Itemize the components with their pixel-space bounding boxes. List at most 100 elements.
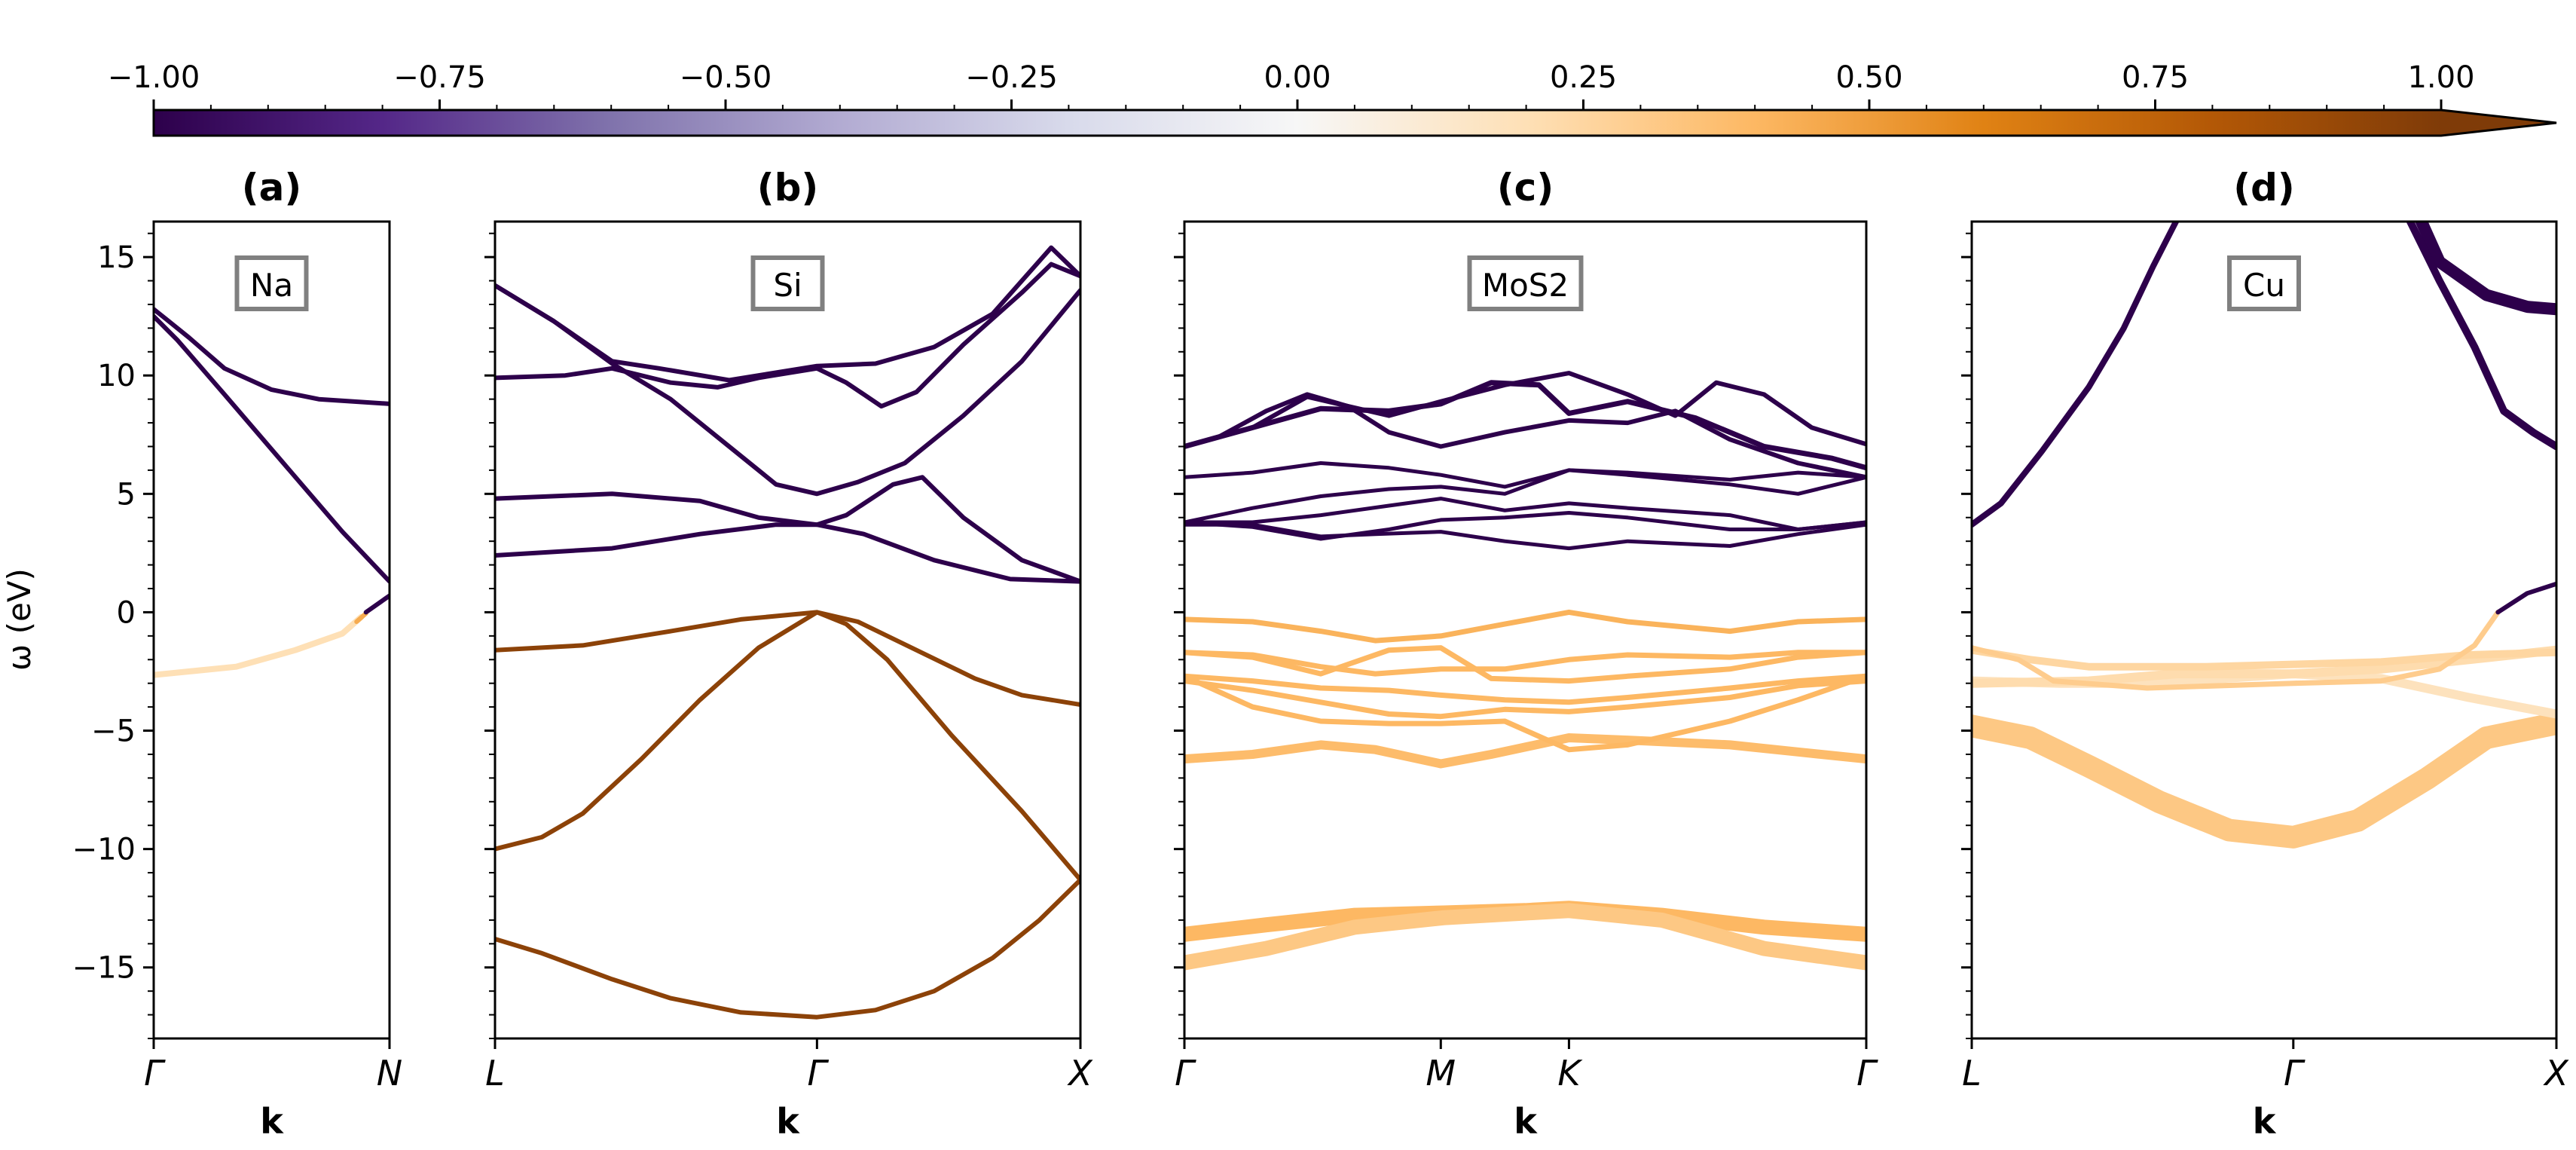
y-tick-label: 10 — [97, 359, 136, 393]
y-tick-label: −10 — [72, 833, 136, 867]
x-axis-label: k — [1514, 1101, 1538, 1142]
material-label-text: Na — [250, 267, 293, 304]
kpoint-label: Γ — [808, 1053, 830, 1093]
colorbar-tick-label: 0.00 — [1264, 60, 1331, 95]
colorbar-tick-label: 0.25 — [1550, 60, 1617, 95]
colorbar-tick-label: −0.25 — [965, 60, 1058, 95]
panel-b: L Γ Xk (b) Si — [484, 166, 1093, 1142]
material-label-box — [1467, 255, 1584, 311]
band-line — [1184, 497, 1866, 531]
x-axis-label: k — [2253, 1101, 2277, 1142]
y-tick-label: 5 — [117, 477, 136, 512]
band-line — [1184, 645, 1866, 684]
band-line — [1972, 222, 2180, 528]
kpoint-label: Γ — [1175, 1053, 1196, 1093]
band-line — [495, 522, 1080, 584]
band-line — [495, 262, 1080, 409]
kpoint-label: X — [2543, 1053, 2569, 1093]
panel-frame — [1970, 220, 2558, 1040]
material-label-box — [750, 255, 825, 311]
colorbar-tick-label: −0.50 — [680, 60, 772, 95]
colorbar-tick-label: 1.00 — [2407, 60, 2474, 95]
kpoint-label: L — [485, 1053, 505, 1093]
colorbar-fill — [154, 110, 2441, 136]
x-axis-label: k — [260, 1101, 284, 1142]
band-line — [1184, 522, 1866, 551]
colorbar-tick-label: −0.75 — [393, 60, 486, 95]
colorbar-frame — [152, 109, 2557, 137]
panel-frame — [1183, 220, 1868, 1040]
band-line — [495, 610, 1080, 707]
panel-title: (a) — [242, 166, 301, 210]
material-label: Na — [234, 255, 309, 311]
band-line — [154, 613, 365, 678]
band-line — [1972, 712, 2556, 849]
colorbar-tick-label: −1.00 — [108, 60, 200, 95]
band-line — [495, 877, 1080, 1020]
y-axis-label: ω (eV) — [1, 568, 38, 671]
material-label: MoS2 — [1467, 255, 1584, 311]
band-line — [1972, 609, 2501, 691]
band-line — [1184, 461, 1866, 489]
band-lines — [1972, 222, 2556, 849]
colorbar-extend-arrow — [2441, 110, 2556, 136]
band-line — [1972, 645, 2556, 688]
x-axis-label: k — [776, 1101, 800, 1142]
band-line — [1184, 673, 1866, 705]
y-tick-label: 15 — [97, 240, 136, 275]
band-line — [1184, 678, 1866, 720]
band-line — [495, 610, 1080, 882]
material-label-box — [2227, 255, 2301, 311]
band-line — [2495, 581, 2556, 615]
band-line — [1184, 609, 1866, 644]
material-label-text: Si — [773, 267, 802, 304]
band-line — [2406, 222, 2556, 451]
material-label-text: Cu — [2243, 267, 2285, 304]
panel-a: 15 10 5 0 −5 −10 −15 Γ Nk (a) Na — [72, 166, 403, 1142]
band-line — [154, 307, 390, 406]
band-line — [1184, 371, 1866, 449]
kpoint-label: M — [1426, 1053, 1456, 1093]
panel-title: (d) — [2233, 166, 2295, 210]
material-label: Si — [750, 255, 825, 311]
kpoint-label: Γ — [2284, 1053, 2306, 1093]
band-line — [495, 245, 1080, 383]
colorbar-tick-label: 0.50 — [1835, 60, 1902, 95]
band-line — [1184, 392, 1866, 480]
band-line — [1184, 733, 1866, 769]
panel-title: (b) — [757, 166, 819, 210]
colorbar: −1.00 −0.75 −0.50 −0.25 0.00 0.25 0.50 0.75 1.00 — [108, 60, 2557, 137]
band-lines — [495, 245, 1080, 1020]
y-tick-label: −15 — [72, 951, 136, 986]
band-line — [363, 593, 390, 615]
band-line — [1184, 511, 1866, 541]
y-tick-label: −5 — [91, 714, 136, 749]
kpoint-label: N — [377, 1053, 402, 1093]
material-label: Cu — [2227, 255, 2301, 311]
kpoint-label: Γ — [1856, 1053, 1878, 1093]
band-line — [1184, 673, 1866, 753]
kpoint-label: X — [1067, 1053, 1093, 1093]
panel-c: Γ M K Γk (c) MoS2 — [1174, 166, 1878, 1142]
band-line — [1184, 380, 1866, 471]
colorbar-tick-label: 0.75 — [2122, 60, 2189, 95]
panel-d: L Γ Xk (d) Cu — [1961, 166, 2569, 1142]
material-label-text: MoS2 — [1482, 267, 1569, 304]
kpoint-label: Γ — [144, 1053, 166, 1093]
y-tick-label: 0 — [117, 595, 136, 630]
band-lines — [1184, 371, 1866, 971]
band-line — [1184, 650, 1866, 677]
panel-frame — [152, 220, 391, 1040]
panel-frame — [494, 220, 1082, 1040]
band-line — [1972, 646, 2556, 671]
panel-title: (c) — [1497, 166, 1554, 210]
band-line — [1184, 468, 1866, 525]
material-label-box — [234, 255, 309, 311]
colorbar-ticks: −1.00 −0.75 −0.50 −0.25 0.00 0.25 0.50 0.75 1.00 — [108, 60, 2475, 110]
band-line — [495, 475, 1080, 584]
band-line — [154, 313, 390, 584]
kpoint-label: K — [1557, 1053, 1583, 1093]
band-line — [2415, 222, 2556, 316]
band-lines — [154, 307, 390, 678]
